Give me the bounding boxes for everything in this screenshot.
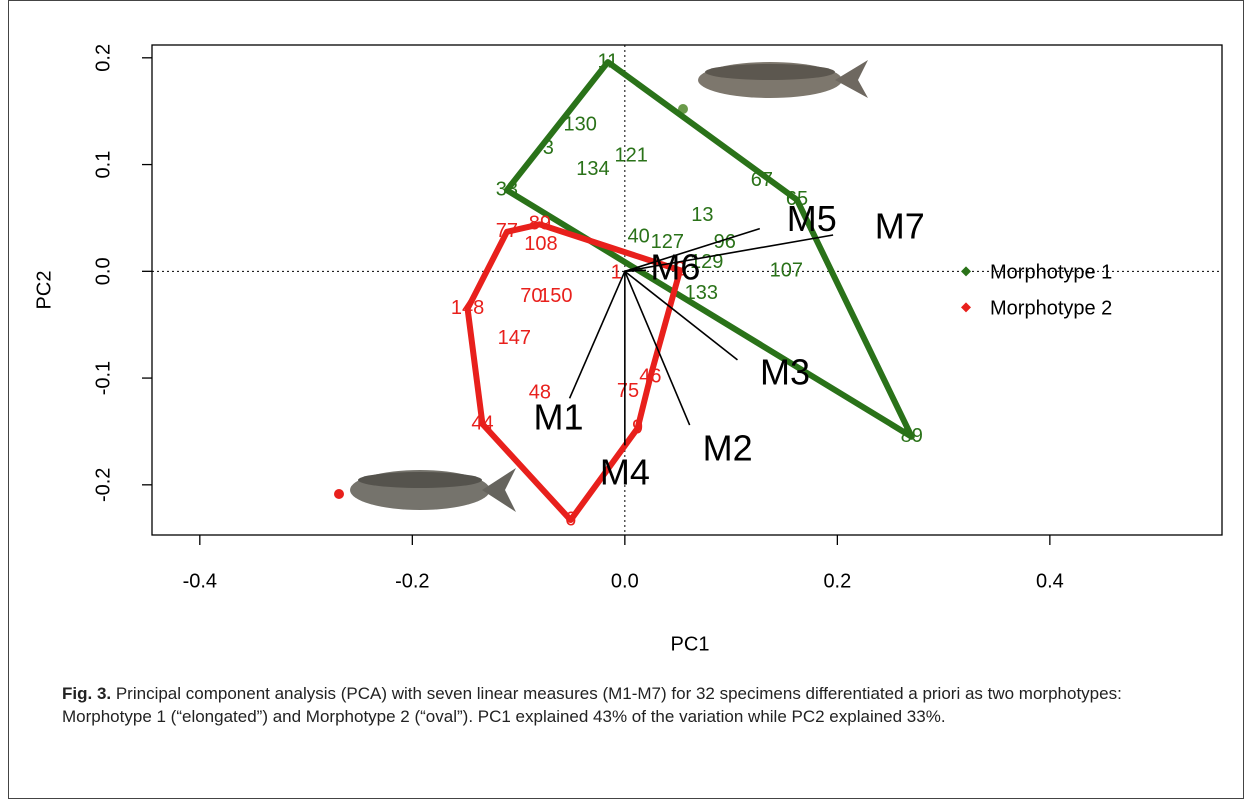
point-label: 33: [496, 178, 518, 200]
loading-label: M4: [600, 451, 650, 492]
point-label: 44: [471, 412, 493, 434]
point-label: 3: [543, 137, 554, 159]
point-label: 40: [628, 225, 650, 247]
caption: Fig. 3. Principal component analysis (PC…: [62, 682, 1202, 728]
y-tick-label: 0.2: [92, 44, 114, 72]
y-tick-label: 0.1: [92, 151, 114, 179]
point-label: 147: [498, 327, 531, 349]
x-tick-label: -0.4: [183, 570, 217, 592]
point-label: 77: [496, 220, 518, 242]
fish-2: [334, 468, 516, 512]
y-tick-label: -0.1: [92, 361, 114, 395]
loading-label: M7: [875, 205, 925, 246]
loading-label: M2: [703, 428, 753, 469]
point-label: 89: [529, 213, 551, 235]
point-label: 89: [901, 425, 923, 447]
point-label: 67: [751, 169, 773, 191]
legend-label: Morphotype 2: [990, 298, 1112, 320]
point-label: 148: [451, 297, 484, 319]
point-label: 13: [691, 204, 713, 226]
loading-label: M3: [760, 352, 810, 393]
point-label: 11: [597, 50, 618, 72]
point-label: 107: [770, 260, 803, 282]
x-tick-label: 0.4: [1036, 570, 1064, 592]
fish-1: [678, 60, 868, 114]
x-tick-label: 0.2: [823, 570, 851, 592]
x-axis-label: PC1: [671, 633, 710, 655]
point-label: 75: [617, 380, 639, 402]
loading-label: M1: [534, 396, 584, 437]
legend-label: Morphotype 1: [990, 262, 1112, 284]
legend-marker: [961, 302, 971, 312]
caption-label: Fig. 3.: [62, 684, 111, 703]
point-label: 121: [615, 144, 648, 166]
point-label: 9: [632, 417, 643, 439]
point-label: 130: [564, 113, 597, 135]
y-tick-label: 0.0: [92, 257, 114, 285]
y-tick-label: -0.2: [92, 468, 114, 502]
caption-text: Principal component analysis (PCA) with …: [62, 684, 1122, 726]
loading-label: M5: [787, 198, 837, 239]
chart: PC1 PC2 -0.4 -0.2 0.0 0.2 0.4 -0.2 -0.1 0.0 0.1 0…: [0, 0, 1252, 800]
point-label: 134: [576, 158, 609, 180]
point-label: 46: [639, 365, 661, 387]
legend-marker: [961, 266, 971, 276]
y-axis-label: PC2: [33, 271, 55, 310]
x-tick-label: -0.2: [395, 570, 429, 592]
point-label: 150: [539, 285, 572, 307]
loading-label: M6: [650, 247, 700, 288]
x-tick-label: 0.0: [611, 570, 639, 592]
figure: PC1 PC2 -0.4 -0.2 0.0 0.2 0.4 -0.2 -0.1 0.0 0.1 0…: [0, 0, 1252, 800]
point-label: 108: [524, 233, 557, 255]
point-label: 6: [565, 508, 576, 530]
